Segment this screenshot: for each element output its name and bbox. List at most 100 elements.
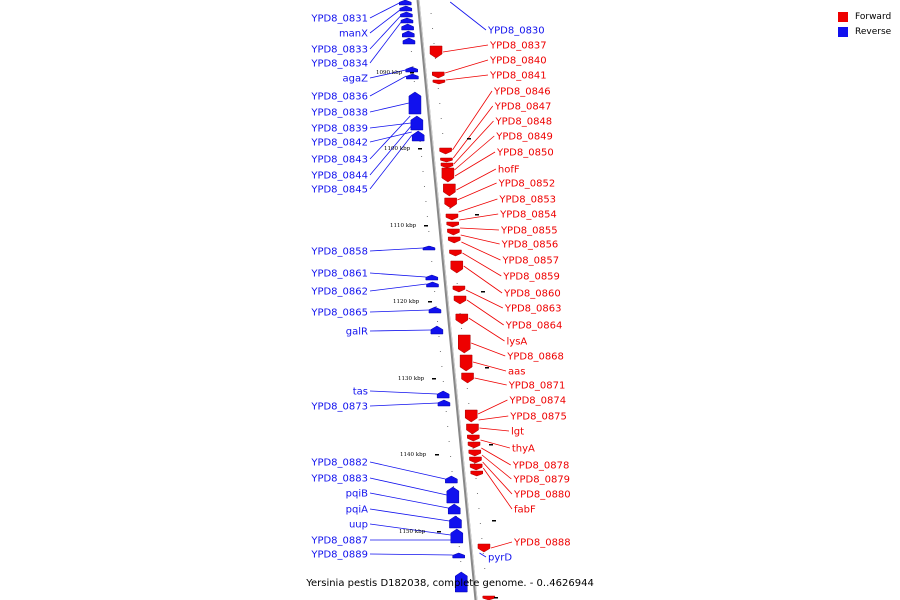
label-connector-line (369, 102, 410, 113)
label-connector-line (369, 508, 450, 522)
forward-gene-shape (447, 228, 460, 236)
forward-gene-shape (459, 354, 473, 372)
forward-gene-label: YPD8_0852 (498, 179, 556, 190)
reverse-gene-shape (408, 91, 422, 115)
tick-mark (467, 138, 471, 140)
forward-gene-label: YPD8_0855 (500, 226, 558, 237)
tick-mark (435, 454, 439, 456)
label-connector-line (463, 265, 503, 294)
forward-gene-label: YPD8_0841 (489, 71, 547, 82)
forward-gene-shape (469, 456, 482, 464)
label-connector-line (452, 90, 493, 151)
label-connector-line (490, 541, 513, 549)
tick-mark (432, 378, 436, 380)
track-dot (442, 381, 444, 382)
reverse-gene-label: YPD8_0838 (310, 108, 368, 119)
label-connector-line (369, 390, 438, 395)
track-dot (449, 208, 451, 209)
forward-gene-label: YPD8_0880 (513, 490, 571, 501)
label-connector-line (477, 399, 508, 415)
tick-layer: 1090 kbp 1100 kbp 1110 kbp 1120 kbp 1130 kbp… (376, 70, 498, 599)
tick-label: 1120 kbp (393, 299, 420, 305)
label-connector-line (453, 120, 494, 165)
label-connector-line (444, 59, 489, 74)
track-dot (448, 441, 450, 442)
forward-gene-shape (452, 285, 466, 293)
track-dot (434, 58, 436, 59)
track-dot (422, 171, 424, 172)
forward-gene-label: lysA (507, 337, 528, 348)
track-dot (438, 336, 440, 337)
label-connector-line (482, 461, 513, 495)
forward-gene-shape (467, 441, 481, 449)
forward-gene-shape (432, 79, 446, 85)
track-dot (450, 456, 452, 457)
label-layer: YPD8_0831 manX YPD8_0833 YPD8_0834 agaZ YPD8_… (310, 14, 570, 564)
label-connector-line (466, 299, 504, 326)
label-connector-line (369, 75, 407, 97)
track-dot (430, 13, 432, 14)
track-dot (412, 66, 414, 67)
label-connector-line (369, 329, 431, 332)
tick-mark (475, 214, 479, 216)
track-dot (434, 291, 436, 292)
tick-label: 1140 kbp (400, 452, 427, 458)
label-connector-line (481, 447, 511, 466)
tick-mark (481, 291, 485, 293)
forward-gene-shape (461, 372, 474, 384)
reverse-gene-label: YPD8_0882 (310, 458, 368, 469)
label-connector-line (369, 461, 446, 480)
tick-mark (437, 531, 441, 533)
reverse-gene-label: galR (346, 327, 368, 338)
reverse-gene-shape (402, 37, 416, 45)
tick-mark (494, 597, 498, 599)
reverse-gene-label: manX (339, 29, 368, 40)
forward-gene-label: hofF (498, 165, 520, 176)
reverse-gene-label: YPD8_0862 (310, 287, 368, 298)
forward-gene-shape (458, 334, 471, 354)
label-connector-line (460, 234, 500, 245)
legend-label-reverse: Reverse (855, 26, 892, 37)
reverse-gene-shape (437, 399, 451, 407)
reverse-gene-label: agaZ (343, 74, 369, 85)
legend: Forward Reverse (838, 9, 891, 39)
reverse-gene-shape (400, 11, 413, 18)
reverse-gene-shape (445, 475, 458, 484)
reverse-gene-label: YPD8_0833 (310, 45, 368, 56)
genome-backbone-highlight (418, 0, 478, 600)
reverse-gene-label: YPD8_0858 (310, 247, 368, 258)
label-connector-line (369, 125, 412, 176)
tick-label: 1130 kbp (398, 376, 425, 382)
tick-label: 1090 kbp (376, 70, 403, 76)
forward-gene-shape (432, 71, 445, 79)
forward-gene-label: YPD8_0859 (502, 272, 560, 283)
label-connector-line (479, 427, 510, 432)
reverse-gene-shape (425, 274, 439, 281)
track-dot (439, 351, 441, 352)
forward-gene-shape (464, 409, 478, 423)
track-dot (475, 478, 477, 479)
tick-mark (492, 520, 496, 522)
genome-backbone (416, 0, 478, 600)
forward-gene-label: YPD8_0863 (504, 304, 562, 315)
label-connector-line (482, 467, 513, 510)
label-connector-line (369, 69, 406, 79)
label-connector-line (369, 283, 427, 292)
track-dot (478, 508, 480, 509)
reverse-gene-label: tas (353, 387, 368, 398)
forward-gene-shape (446, 221, 459, 228)
track-dot (456, 283, 458, 284)
track-dot (472, 448, 474, 449)
reverse-gene-label: YPD8_0844 (310, 171, 368, 182)
forward-gene-label: YPD8_0848 (495, 117, 553, 128)
forward-gene-label: YPD8_0853 (498, 195, 556, 206)
reverse-gene-label: YPD8_0834 (310, 59, 368, 70)
track-dot (485, 583, 487, 584)
label-connector-line (472, 361, 507, 372)
reverse-gene-label: YPD8_0843 (310, 155, 368, 166)
reverse-gene-shape (410, 115, 424, 131)
forward-gene-shape (449, 249, 462, 257)
forward-gene-label: YPD8_0868 (506, 352, 564, 363)
label-connector-line (442, 44, 489, 53)
track-dot (410, 51, 412, 52)
